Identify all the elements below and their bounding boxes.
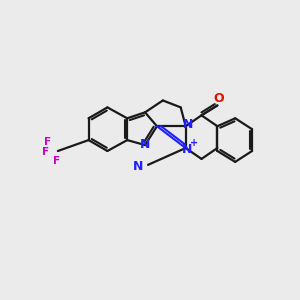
- Text: O: O: [213, 92, 224, 105]
- Text: +: +: [190, 138, 198, 148]
- Text: N: N: [140, 138, 150, 151]
- Text: F: F: [42, 147, 50, 157]
- Text: N: N: [182, 118, 193, 131]
- Text: N: N: [182, 142, 192, 155]
- Text: F: F: [53, 156, 60, 166]
- Text: F: F: [44, 137, 52, 147]
- Text: N: N: [133, 160, 143, 173]
